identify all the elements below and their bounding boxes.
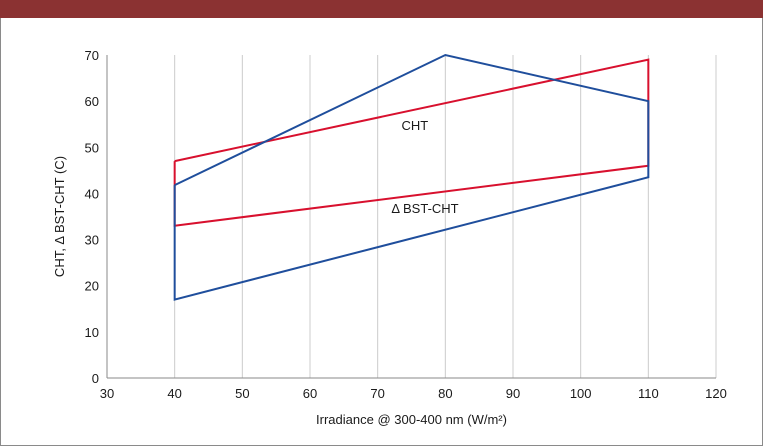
header-bar [0, 0, 763, 18]
annotation-1: Δ BST-CHT [391, 201, 458, 216]
x-tick-label-30: 30 [100, 386, 114, 401]
x-tick-label-70: 70 [370, 386, 384, 401]
series-layer [173, 53, 650, 301]
x-tick-label-110: 110 [638, 386, 659, 401]
x-axis-label: Irradiance @ 300-400 nm (W/m²) [316, 412, 507, 427]
y-tick-label-60: 60 [85, 94, 99, 109]
x-tick-label-90: 90 [506, 386, 520, 401]
y-tick-label-10: 10 [85, 325, 99, 340]
x-tick-label-50: 50 [235, 386, 249, 401]
x-tick-label-100: 100 [570, 386, 592, 401]
annotation-layer: CHT Δ BST-CHT [391, 118, 458, 216]
y-tick-label-40: 40 [85, 186, 99, 201]
y-tick-label-50: 50 [85, 140, 99, 155]
series-line-blue [173, 53, 650, 301]
x-tick-label-120: 120 [705, 386, 727, 401]
x-tick-labels: 30 40 50 60 70 80 90 100 110 120 [100, 386, 727, 401]
x-tick-label-80: 80 [438, 386, 452, 401]
y-axis-label: CHT, Δ BST-CHT (C) [52, 156, 67, 277]
y-tick-label-20: 20 [85, 279, 99, 294]
annotation-0: CHT [402, 118, 429, 133]
x-tick-label-60: 60 [303, 386, 317, 401]
y-tick-labels: 0 10 20 30 40 50 60 70 [85, 48, 99, 386]
y-tick-label-0: 0 [92, 371, 99, 386]
x-tick-label-40: 40 [167, 386, 181, 401]
y-tick-label-70: 70 [85, 48, 99, 63]
y-tick-label-30: 30 [85, 233, 99, 248]
